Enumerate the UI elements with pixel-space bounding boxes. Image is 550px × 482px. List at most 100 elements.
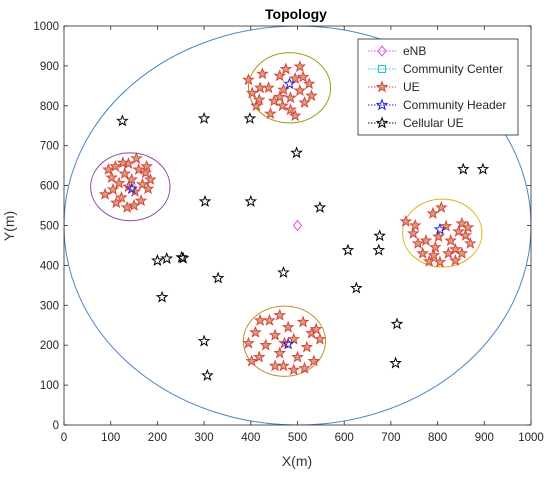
y-tick-label: 700 xyxy=(40,141,59,153)
point-cellular-ue xyxy=(244,194,258,207)
point-cellular-ue xyxy=(116,114,129,127)
point-ue xyxy=(399,214,413,227)
point-cellular-ue xyxy=(151,253,164,266)
point-cellular-ue xyxy=(341,243,355,256)
x-tick-label: 0 xyxy=(61,432,67,444)
chart-title: Topology xyxy=(265,6,327,22)
y-tick-label: 500 xyxy=(40,221,59,233)
point-cellular-ue xyxy=(201,368,214,381)
point-ue xyxy=(140,159,153,172)
y-tick-label: 800 xyxy=(40,101,59,113)
point-cellular-ue xyxy=(197,111,211,124)
point-ue xyxy=(245,354,259,367)
legend-marker-community-center xyxy=(378,65,386,73)
point-ue xyxy=(452,224,465,237)
point-ue xyxy=(112,176,126,189)
point-ue xyxy=(302,77,316,90)
point-ue xyxy=(455,216,469,229)
point-cellular-ue xyxy=(176,251,190,264)
point-ue xyxy=(141,182,155,195)
series-ue xyxy=(98,60,477,376)
point-cellular-ue xyxy=(277,265,290,278)
point-ue xyxy=(242,73,255,86)
point-ue xyxy=(309,322,323,335)
point-community-header xyxy=(433,222,447,235)
point-ue xyxy=(293,60,307,73)
legend-label-community-header: Community Header xyxy=(403,98,506,112)
x-tick-label: 500 xyxy=(288,432,307,444)
legend-label-community-center: Community Center xyxy=(403,62,503,76)
point-ue xyxy=(307,354,321,367)
legend-label-ue: UE xyxy=(403,80,420,94)
point-ue xyxy=(109,159,122,172)
point-cellular-ue xyxy=(389,356,402,369)
y-tick-label: 300 xyxy=(40,300,59,312)
y-tick-label: 400 xyxy=(40,260,59,272)
legend-marker-enb xyxy=(377,45,387,57)
point-ue xyxy=(439,219,453,232)
point-community-header xyxy=(125,182,139,195)
point-cellular-ue xyxy=(160,251,174,264)
legend-label-cellular-ue: Cellular UE xyxy=(403,116,464,130)
point-ue xyxy=(259,338,273,351)
series-enb xyxy=(292,219,303,232)
point-ue xyxy=(253,81,267,94)
x-tick-label: 200 xyxy=(148,432,167,444)
legend-marker-cellular-ue xyxy=(375,116,389,129)
point-cellular-ue xyxy=(290,146,303,159)
point-cellular-ue xyxy=(350,281,363,294)
legend: eNB Community Center UE Community Header Cel… xyxy=(357,38,519,136)
point-ue xyxy=(252,93,266,106)
point-ue xyxy=(120,200,134,213)
point-ue xyxy=(273,69,287,82)
point-ue xyxy=(264,107,277,120)
point-cellular-ue xyxy=(211,271,225,284)
point-ue xyxy=(427,248,441,261)
point-ue xyxy=(449,242,462,255)
point-ue xyxy=(463,236,477,249)
point-ue xyxy=(442,246,455,259)
point-ue xyxy=(313,332,327,345)
series-cellular-ue xyxy=(116,111,490,381)
point-ue xyxy=(245,86,259,99)
point-ue xyxy=(273,308,287,321)
legend-marker-community-header xyxy=(375,98,389,111)
point-ue xyxy=(132,163,146,176)
x-tick-label: 1000 xyxy=(518,432,544,444)
legend-label-enb: eNB xyxy=(403,44,426,58)
point-ue xyxy=(116,156,130,169)
x-tick-label: 900 xyxy=(475,432,494,444)
point-cellular-ue xyxy=(313,200,327,213)
point-cellular-ue xyxy=(372,243,386,256)
point-ue xyxy=(287,363,301,376)
point-ue xyxy=(130,151,143,164)
point-ue xyxy=(416,246,429,259)
point-cellular-ue xyxy=(198,194,212,207)
point-cellular-ue xyxy=(175,250,188,263)
point-ue xyxy=(252,350,266,363)
point-ue xyxy=(144,172,157,185)
x-tick-label: 700 xyxy=(381,432,400,444)
x-tick-label: 600 xyxy=(335,432,354,444)
y-tick-label: 100 xyxy=(40,380,59,392)
point-cellular-ue xyxy=(243,111,257,124)
point-ue xyxy=(253,313,267,326)
point-ue xyxy=(268,359,282,372)
point-ue xyxy=(291,350,304,363)
point-ue xyxy=(134,194,148,207)
community-circle-2 xyxy=(247,52,332,124)
point-ue xyxy=(293,84,307,96)
point-ue xyxy=(281,320,295,333)
point-ue xyxy=(249,325,262,338)
point-ue xyxy=(411,236,425,249)
point-ue xyxy=(432,230,445,243)
axes-content xyxy=(64,26,531,425)
y-tick-label: 600 xyxy=(40,181,59,193)
y-tick-label: 900 xyxy=(40,61,59,73)
community-circle-3 xyxy=(402,198,483,268)
point-ue xyxy=(407,226,420,239)
point-ue xyxy=(136,177,149,190)
point-ue xyxy=(433,255,447,268)
point-cellular-ue xyxy=(197,334,211,347)
